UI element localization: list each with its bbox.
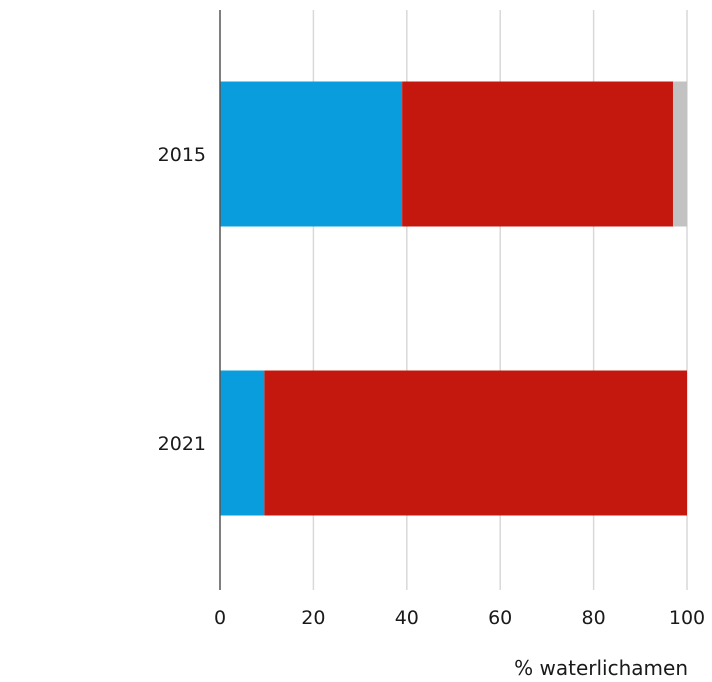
bar-segment-2021-2 bbox=[264, 370, 687, 516]
x-tick-labels: 0 20 40 60 80 100 bbox=[214, 607, 705, 629]
x-axis-title: % waterlichamen bbox=[514, 656, 688, 680]
x-tick-label: 40 bbox=[395, 607, 419, 629]
bar-segment-2015-1 bbox=[220, 81, 403, 227]
x-tick-label: 0 bbox=[214, 607, 226, 629]
bar-segment-2015-3 bbox=[672, 81, 687, 227]
x-tick-label: 80 bbox=[582, 607, 606, 629]
x-tick-label: 20 bbox=[301, 607, 325, 629]
bar-segment-2021-1 bbox=[220, 370, 265, 516]
bars bbox=[220, 81, 687, 516]
x-tick-label: 100 bbox=[669, 607, 705, 629]
bar-segment-2015-2 bbox=[402, 81, 673, 227]
x-tick-label: 60 bbox=[488, 607, 512, 629]
category-label-2015: 2015 bbox=[158, 144, 206, 166]
category-labels: 2015 2021 bbox=[158, 144, 206, 455]
category-label-2021: 2021 bbox=[158, 433, 206, 455]
